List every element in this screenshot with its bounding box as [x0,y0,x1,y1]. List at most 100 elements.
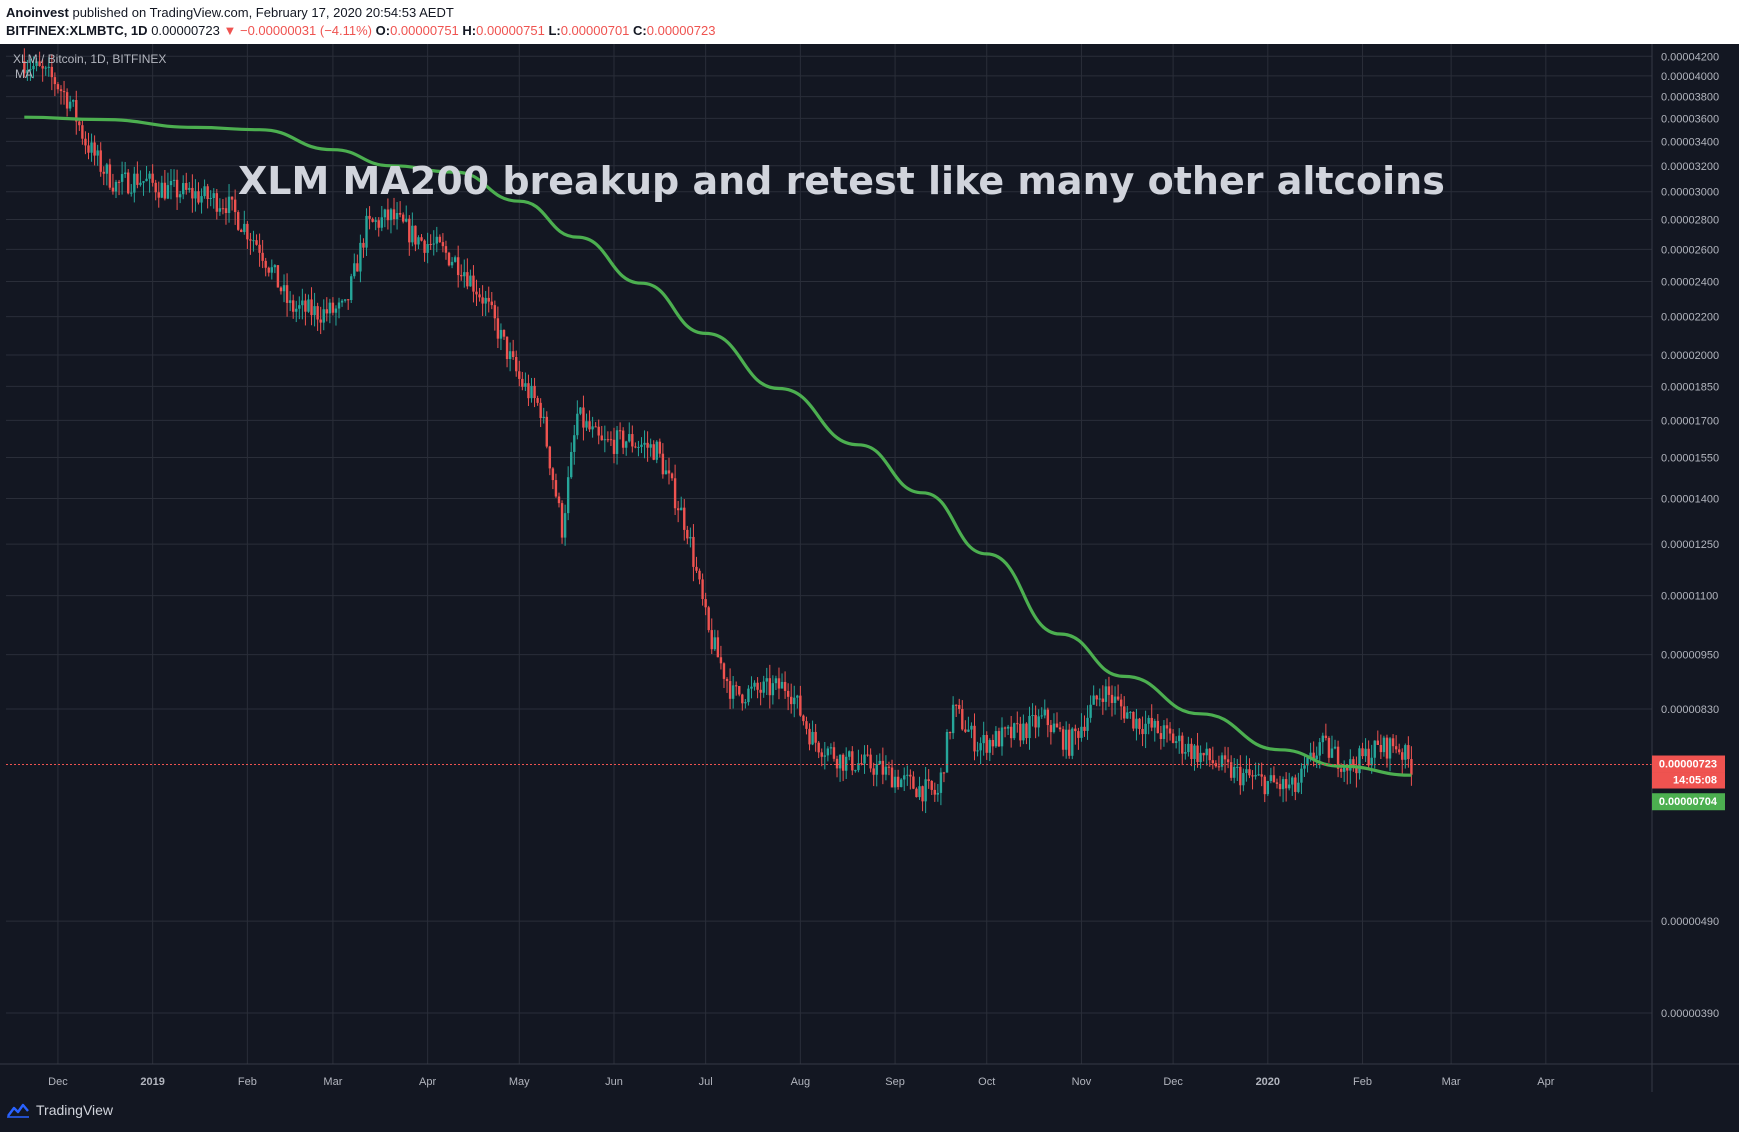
ma-value-tag-bg [1652,793,1725,811]
chart-annotation[interactable]: XLM MA200 breakup and retest like many o… [238,159,1445,203]
candle-body [218,208,222,212]
time-tick-label: 2019 [140,1076,164,1088]
candle-body [429,244,432,246]
candle-body [117,181,121,183]
candle-body [634,446,637,448]
candle-body [728,681,732,699]
candle-body [890,767,894,788]
candle-body [353,263,356,277]
candle-body [38,61,41,66]
price-tick-label: 0.00002400 [1661,277,1719,289]
candle-body [670,473,674,479]
candle-body [1245,769,1248,774]
candle-body [536,398,539,403]
time-tick-label: Nov [1072,1076,1092,1088]
candle-body [701,579,704,600]
time-axis[interactable]: Dec 2019 Feb Mar Apr May Jun Jul Aug Sep Oct Nov Dec… [48,1076,1555,1088]
candle-body [1019,723,1022,741]
candle-body [1126,712,1129,719]
candle-body [875,764,878,775]
time-tick-label: Mar [1442,1076,1461,1088]
candle-body [185,183,188,190]
candle-body [625,441,628,448]
candle-body [741,694,744,704]
ma-legend[interactable]: MA [15,67,33,81]
candle-body [240,229,243,233]
candle-body [93,142,96,156]
low-label: L: [548,23,561,38]
candle-body [408,218,411,243]
price-axis[interactable]: 0.00004200 0.00004000 0.00003800 0.00003600… [1661,51,1719,1020]
candle-body [1321,735,1325,743]
author-name[interactable]: Anoinvest [6,5,69,20]
candle-body [1284,779,1288,789]
candle-body [343,299,347,301]
candle-body [973,725,976,752]
candle-body [1394,746,1398,750]
candle-body [621,430,625,448]
candle-body [961,708,964,730]
candle-body [1336,746,1340,769]
candle-body [1382,737,1386,753]
candle-body [175,179,179,198]
candle-body [597,426,600,436]
price-tick-label: 0.00002600 [1661,244,1719,256]
candle-body [359,242,362,272]
candle-body [444,246,448,253]
candle-body [1385,737,1389,759]
candle-body [664,470,668,475]
countdown-tag-bg [1652,772,1725,789]
candle-body [707,607,710,631]
candle-body [304,300,307,312]
candle-body [1144,723,1147,735]
candle-body [395,213,399,220]
candle-body [75,100,78,122]
candle-body [282,285,286,292]
candle-body [1263,776,1266,795]
candle-body [738,686,741,695]
candle-body [267,267,270,273]
candle-body [493,305,497,319]
price-tick-label: 0.00001100 [1661,591,1718,603]
candle-body [120,174,124,182]
candle-body [912,776,915,789]
price-tick-label: 0.00000390 [1661,1008,1719,1020]
candle-body [1092,695,1095,705]
candle-body [1370,757,1373,766]
candle-body [68,101,72,109]
candle-body [1339,768,1343,772]
candle-body [548,446,552,469]
time-tick-label: 2020 [1256,1076,1280,1088]
candle-body [447,252,451,266]
candle-body [615,430,619,454]
candle-body [230,196,234,200]
candle-body [600,435,603,441]
symbol-label: BITFINEX:XLMBTC, 1D [6,23,148,38]
candle-body [936,792,940,795]
candle-body [844,756,848,771]
candle-body [209,197,212,199]
candle-body [637,446,640,448]
candle-body [301,300,304,306]
candle-body [59,89,63,92]
candle-body [1358,748,1361,774]
tradingview-logo[interactable]: TradingView [6,1102,113,1118]
candle-body [1229,762,1233,778]
price-tick-label: 0.00000490 [1661,916,1719,928]
candle-body [438,236,442,243]
series-legend-title[interactable]: XLM / Bitcoin, 1D, BITFINEX [13,52,166,66]
candle-body [673,478,677,509]
candle-body [191,187,194,199]
candlestick-series [23,48,1413,814]
price-chart[interactable]: 0.00004200 0.00004000 0.00003800 0.00003600… [0,44,1739,1092]
candle-body [224,208,228,213]
candle-body [951,704,955,734]
candle-body [502,329,506,337]
candle-body [527,383,530,399]
candle-body [505,336,509,360]
candle-body [588,421,591,430]
candle-body [545,416,548,447]
candle-body [878,760,881,765]
candle-body [47,66,50,68]
candle-body [1119,699,1123,707]
